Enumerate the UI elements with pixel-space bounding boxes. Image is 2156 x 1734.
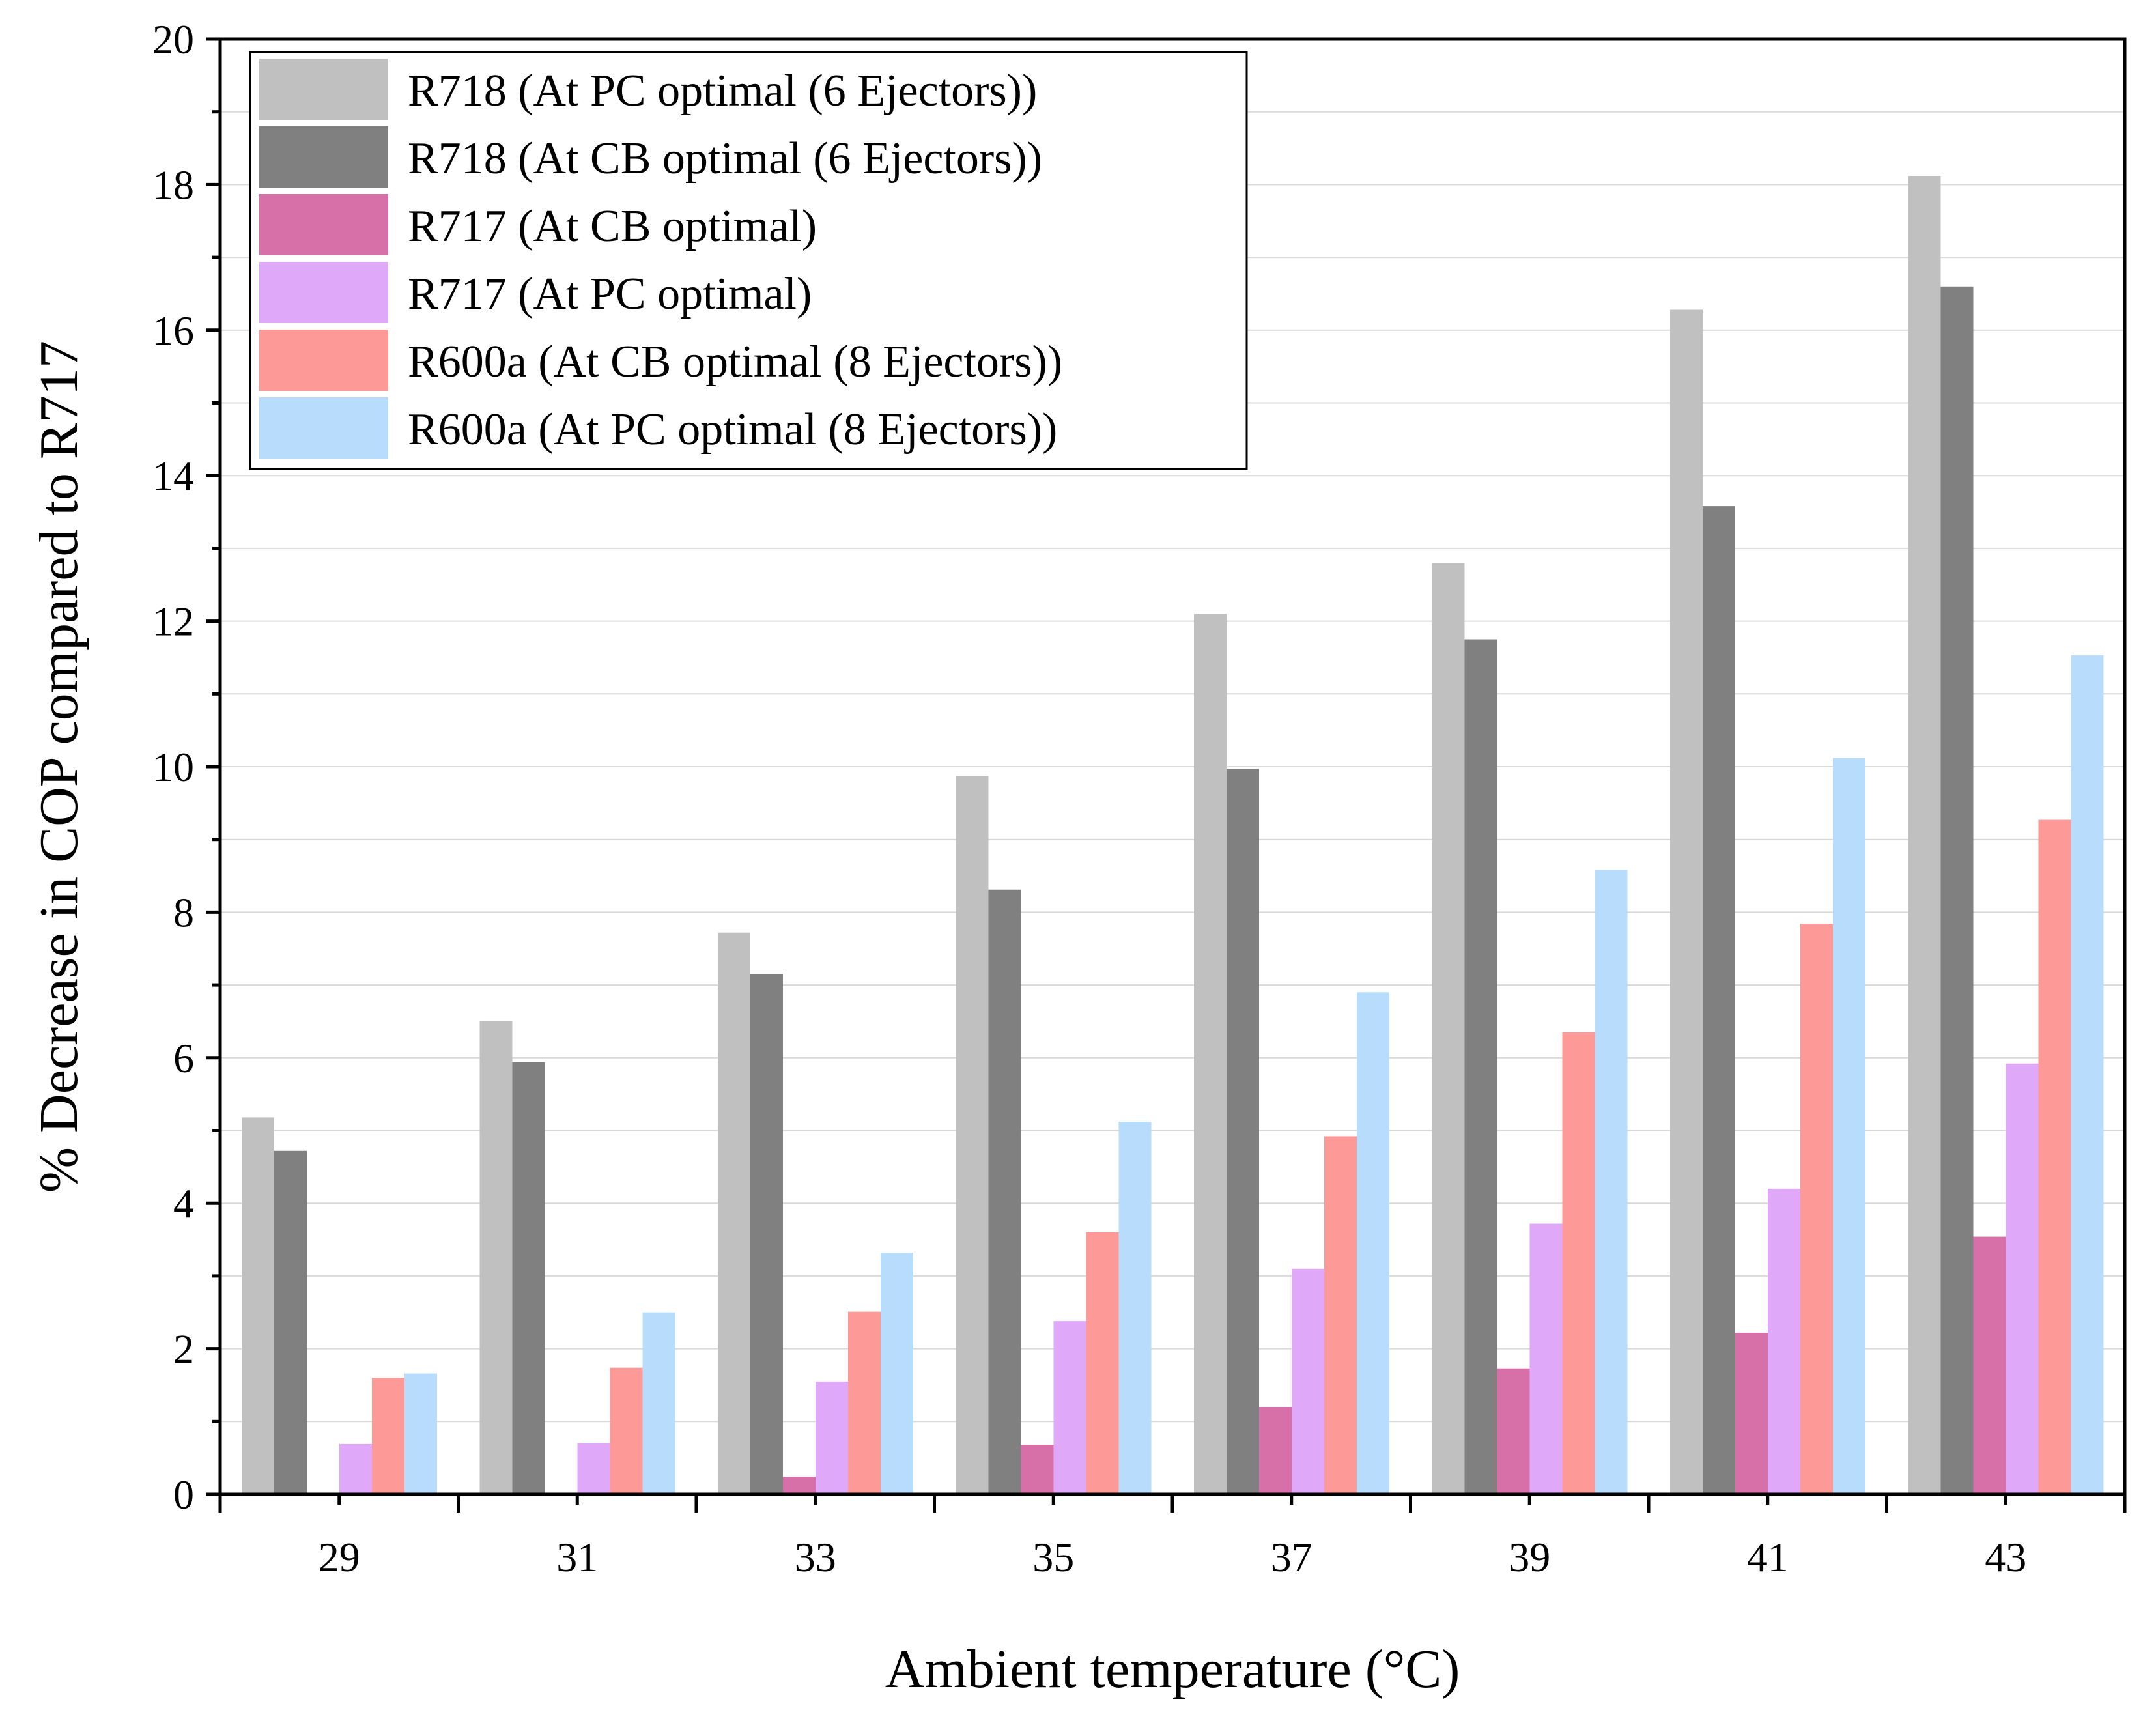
bar	[718, 932, 750, 1494]
bar	[1595, 870, 1628, 1494]
y-tick-label: 2	[173, 1326, 194, 1372]
y-axis-title: % Decrease in COP compared to R717	[29, 341, 89, 1193]
legend-swatch	[259, 59, 388, 120]
x-tick-label: 35	[1032, 1534, 1074, 1580]
y-tick-label: 4	[173, 1180, 194, 1227]
legend-swatch	[259, 126, 388, 188]
bar	[404, 1373, 437, 1494]
bar	[2071, 655, 2104, 1494]
legend-label: R718 (At PC optimal (6 Ejectors))	[408, 66, 1037, 116]
bar	[339, 1443, 372, 1494]
legend-swatch	[259, 262, 388, 323]
bar	[1118, 1122, 1152, 1494]
bar	[610, 1367, 643, 1494]
x-tick-label: 37	[1271, 1534, 1312, 1580]
bar	[1833, 758, 1865, 1494]
y-tick-label: 10	[152, 744, 194, 790]
y-tick-label: 0	[173, 1471, 194, 1518]
bar	[1259, 1406, 1292, 1494]
bar	[1497, 1368, 1530, 1494]
bar	[1800, 924, 1833, 1494]
bar	[1432, 563, 1465, 1494]
bar	[1768, 1188, 1800, 1494]
bar	[816, 1381, 848, 1494]
y-tick-label: 14	[152, 453, 194, 499]
y-tick-label: 20	[152, 16, 194, 63]
x-tick-label: 41	[1747, 1534, 1789, 1580]
bar	[1357, 992, 1389, 1494]
bar	[1908, 175, 1941, 1495]
bar	[274, 1150, 307, 1494]
legend-swatch	[259, 330, 388, 391]
bar	[1021, 1445, 1054, 1494]
bar	[881, 1253, 913, 1494]
bar	[1562, 1032, 1595, 1494]
y-tick-label: 18	[152, 162, 194, 208]
bar	[479, 1021, 513, 1494]
x-axis-ticks: 29 31 33 35 37 39 41 43	[218, 1494, 2127, 1580]
bar	[2038, 819, 2071, 1494]
bar	[1194, 614, 1227, 1495]
y-axis-ticks: 0 2 4 6 8 10 12 14 16 18 20	[152, 16, 220, 1518]
legend-label: R718 (At CB optimal (6 Ejectors))	[408, 134, 1042, 184]
y-tick-label: 16	[152, 307, 194, 354]
legend: R718 (At PC optimal (6 Ejectors)) R718 (A…	[249, 51, 1248, 470]
y-tick-label: 12	[152, 599, 194, 645]
bar	[512, 1062, 545, 1494]
legend-label: R717 (At CB optimal)	[408, 201, 817, 251]
bar	[1735, 1333, 1768, 1494]
bar	[1053, 1321, 1086, 1494]
bar	[372, 1378, 404, 1494]
bar	[1973, 1236, 2006, 1494]
legend-swatch	[259, 194, 388, 255]
x-axis-title: Ambient temperature (°C)	[885, 1639, 1460, 1699]
y-tick-label: 6	[173, 1035, 194, 1081]
bar	[1703, 506, 1735, 1494]
y-tick-label: 8	[173, 889, 194, 935]
bar	[242, 1117, 274, 1494]
bars	[242, 175, 2104, 1495]
bar	[1227, 769, 1259, 1494]
legend-label: R600a (At CB optimal (8 Ejectors))	[408, 337, 1062, 387]
bar	[1086, 1232, 1119, 1494]
x-tick-label: 31	[556, 1534, 598, 1580]
x-tick-label: 43	[1985, 1534, 2026, 1580]
bar	[577, 1443, 610, 1494]
x-tick-label: 29	[319, 1534, 360, 1580]
x-tick-label: 39	[1509, 1534, 1550, 1580]
legend-box	[249, 51, 1248, 470]
bar	[1940, 286, 1974, 1494]
bar	[1529, 1223, 1563, 1494]
bar	[783, 1477, 816, 1494]
bar	[1670, 309, 1703, 1495]
bar	[642, 1312, 675, 1494]
bar	[988, 889, 1021, 1494]
legend-label: R717 (At PC optimal)	[408, 269, 812, 319]
legend-swatch	[259, 397, 388, 459]
bar	[1464, 639, 1497, 1494]
bar	[1292, 1268, 1324, 1494]
bar	[2006, 1063, 2039, 1494]
legend-label: R600a (At PC optimal (8 Ejectors))	[408, 405, 1057, 455]
bar	[750, 974, 783, 1494]
x-tick-label: 33	[795, 1534, 836, 1580]
bar	[956, 776, 989, 1494]
bar	[1324, 1136, 1357, 1494]
bar	[848, 1311, 881, 1494]
